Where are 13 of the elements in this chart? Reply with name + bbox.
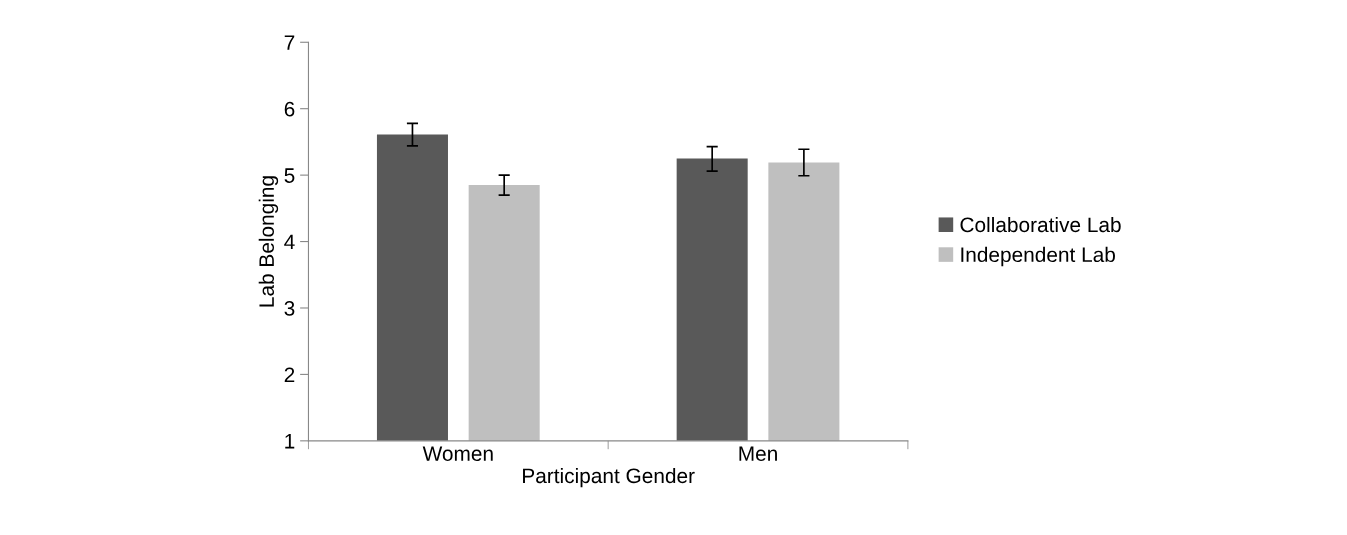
x-axis-title: Participant Gender [523,467,695,488]
y-tick-label: 7 [284,35,295,50]
y-tick-label: 1 [285,434,295,449]
y-tick-label: 4 [284,234,295,250]
y-tick-label: 2 [284,367,295,382]
y-axis-title: Lab Belonging [258,176,279,307]
x-tick-label: Women [422,446,493,461]
y-tick-label: 6 [284,101,295,117]
legend-label: Collaborative Lab [960,216,1121,233]
y-tick-label: 3 [284,300,295,316]
y-tick-label: 5 [284,168,295,183]
legend-label: Independent Lab [961,246,1115,267]
x-tick-label: Men [739,446,777,461]
